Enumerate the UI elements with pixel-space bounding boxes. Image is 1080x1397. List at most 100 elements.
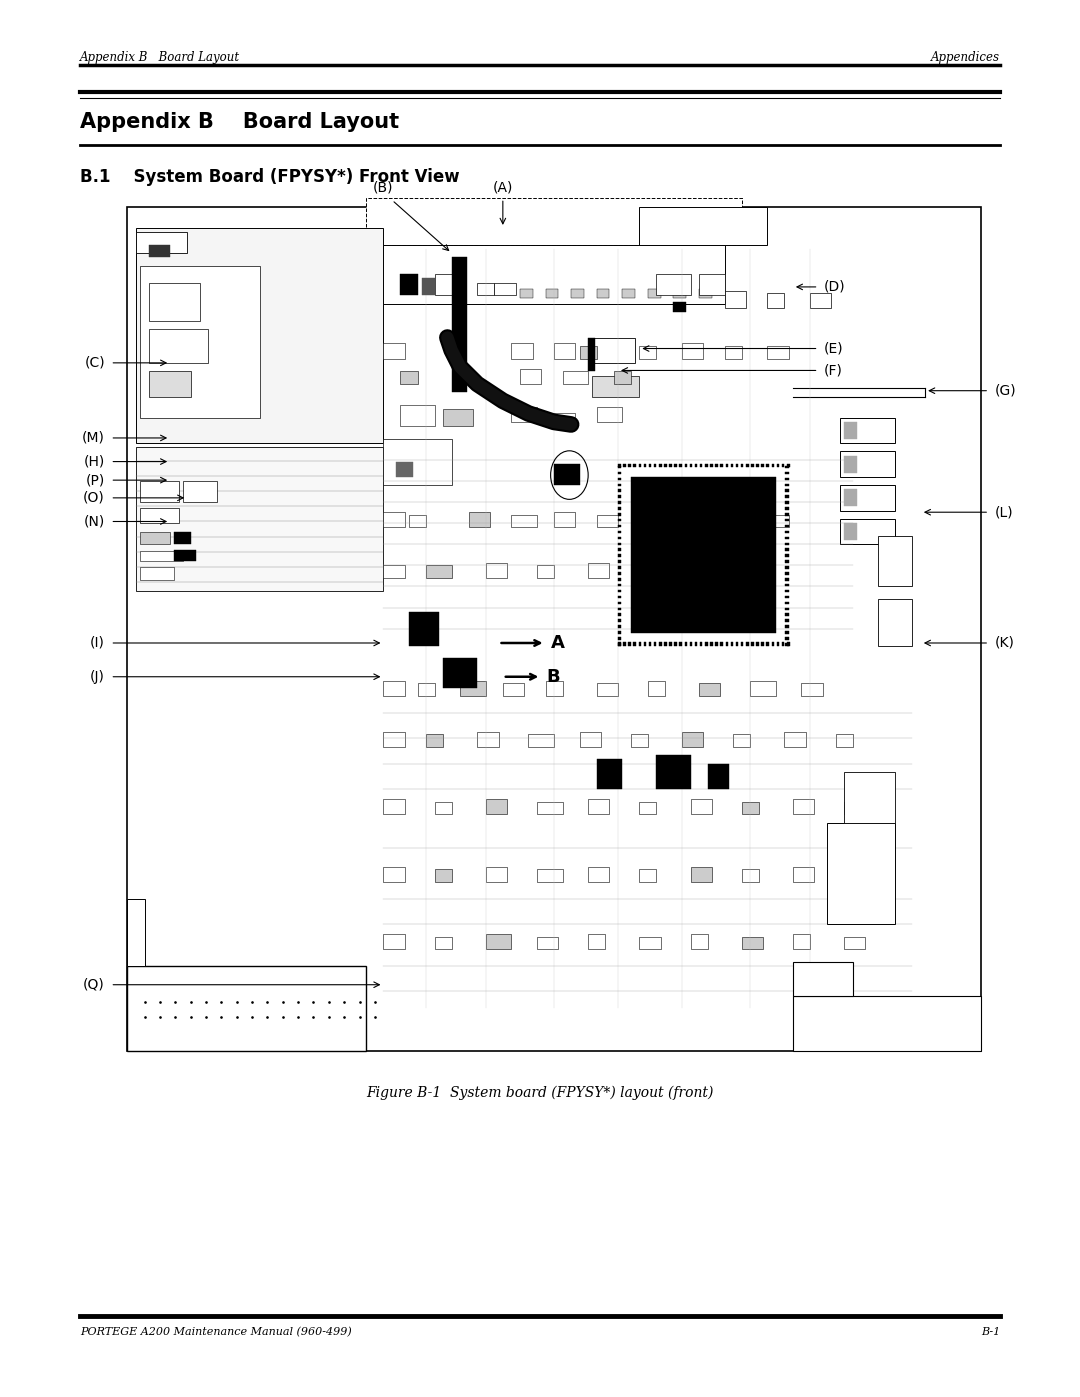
Bar xyxy=(787,464,789,468)
Bar xyxy=(396,461,414,476)
Bar xyxy=(674,289,686,298)
Bar xyxy=(679,643,683,645)
Bar xyxy=(785,531,788,534)
Bar xyxy=(618,619,621,622)
Bar xyxy=(845,802,861,814)
Bar xyxy=(700,643,702,645)
Bar xyxy=(785,573,788,574)
Bar xyxy=(426,735,443,747)
Bar xyxy=(174,550,195,562)
Bar xyxy=(127,898,145,967)
Bar xyxy=(383,732,405,747)
Bar xyxy=(554,414,576,426)
Bar xyxy=(618,542,621,545)
Bar xyxy=(878,599,913,645)
Bar xyxy=(401,372,418,384)
Bar xyxy=(597,760,622,789)
Bar xyxy=(685,464,687,468)
Bar xyxy=(383,680,405,696)
Bar xyxy=(735,643,739,645)
Bar xyxy=(801,683,823,696)
Bar xyxy=(460,680,486,696)
Bar xyxy=(785,472,788,474)
Bar xyxy=(725,346,742,359)
Bar xyxy=(785,560,788,563)
Bar xyxy=(699,683,720,696)
Bar xyxy=(618,518,621,521)
Bar xyxy=(580,732,600,747)
Bar xyxy=(638,643,642,645)
Bar xyxy=(784,732,806,747)
Bar xyxy=(685,643,687,645)
Bar xyxy=(589,866,609,882)
Bar xyxy=(720,643,723,645)
Bar xyxy=(699,274,725,295)
Bar xyxy=(618,483,621,486)
Bar xyxy=(785,507,788,510)
Bar xyxy=(622,289,635,298)
Bar xyxy=(715,464,718,468)
Text: Appendix B   Board Layout: Appendix B Board Layout xyxy=(80,50,240,64)
Bar xyxy=(845,869,861,882)
Text: (A): (A) xyxy=(492,180,513,194)
Bar xyxy=(699,289,712,298)
Bar xyxy=(785,496,788,497)
Bar xyxy=(618,472,621,474)
Bar xyxy=(633,464,636,468)
Bar xyxy=(793,963,853,996)
Bar xyxy=(785,502,788,504)
Bar xyxy=(409,612,438,645)
Bar xyxy=(694,464,698,468)
Bar xyxy=(793,996,981,1051)
Bar xyxy=(443,409,473,426)
Bar xyxy=(785,608,788,610)
Bar xyxy=(618,613,621,616)
Bar xyxy=(731,464,733,468)
Bar xyxy=(537,566,554,578)
Bar xyxy=(140,567,174,580)
Bar xyxy=(785,513,788,515)
Bar xyxy=(383,935,405,950)
Bar xyxy=(785,542,788,545)
Bar xyxy=(434,802,451,814)
Text: (O): (O) xyxy=(83,490,105,504)
Bar xyxy=(751,643,754,645)
Bar xyxy=(136,232,187,253)
Text: (I): (I) xyxy=(90,636,105,650)
Bar xyxy=(836,735,853,747)
Bar xyxy=(503,683,524,696)
Bar xyxy=(618,626,621,627)
Bar xyxy=(618,566,621,569)
Bar xyxy=(434,936,451,950)
Bar xyxy=(653,464,657,468)
Bar xyxy=(683,344,703,359)
Bar xyxy=(149,244,170,257)
Bar xyxy=(618,643,621,645)
Bar xyxy=(785,584,788,587)
Bar xyxy=(140,509,178,524)
Bar xyxy=(639,802,657,814)
Bar xyxy=(519,369,541,384)
Bar xyxy=(670,643,672,645)
Bar xyxy=(793,935,810,950)
Bar xyxy=(767,464,769,468)
Text: (H): (H) xyxy=(84,454,105,468)
Bar xyxy=(477,732,499,747)
Bar xyxy=(618,513,621,515)
Text: (K): (K) xyxy=(995,636,1014,650)
Bar xyxy=(845,773,895,823)
Bar xyxy=(707,764,729,789)
Text: Figure B-1  System board (FPYSY*) layout (front): Figure B-1 System board (FPYSY*) layout … xyxy=(366,1085,714,1099)
Bar xyxy=(785,613,788,616)
Bar xyxy=(469,513,490,528)
Text: (E): (E) xyxy=(824,341,843,355)
Bar xyxy=(785,525,788,528)
Bar xyxy=(683,732,703,747)
Bar xyxy=(383,513,405,528)
Bar xyxy=(589,799,609,814)
Bar xyxy=(618,631,621,634)
Bar xyxy=(183,481,217,502)
Bar xyxy=(735,464,739,468)
Bar xyxy=(554,344,576,359)
Bar xyxy=(810,293,832,307)
